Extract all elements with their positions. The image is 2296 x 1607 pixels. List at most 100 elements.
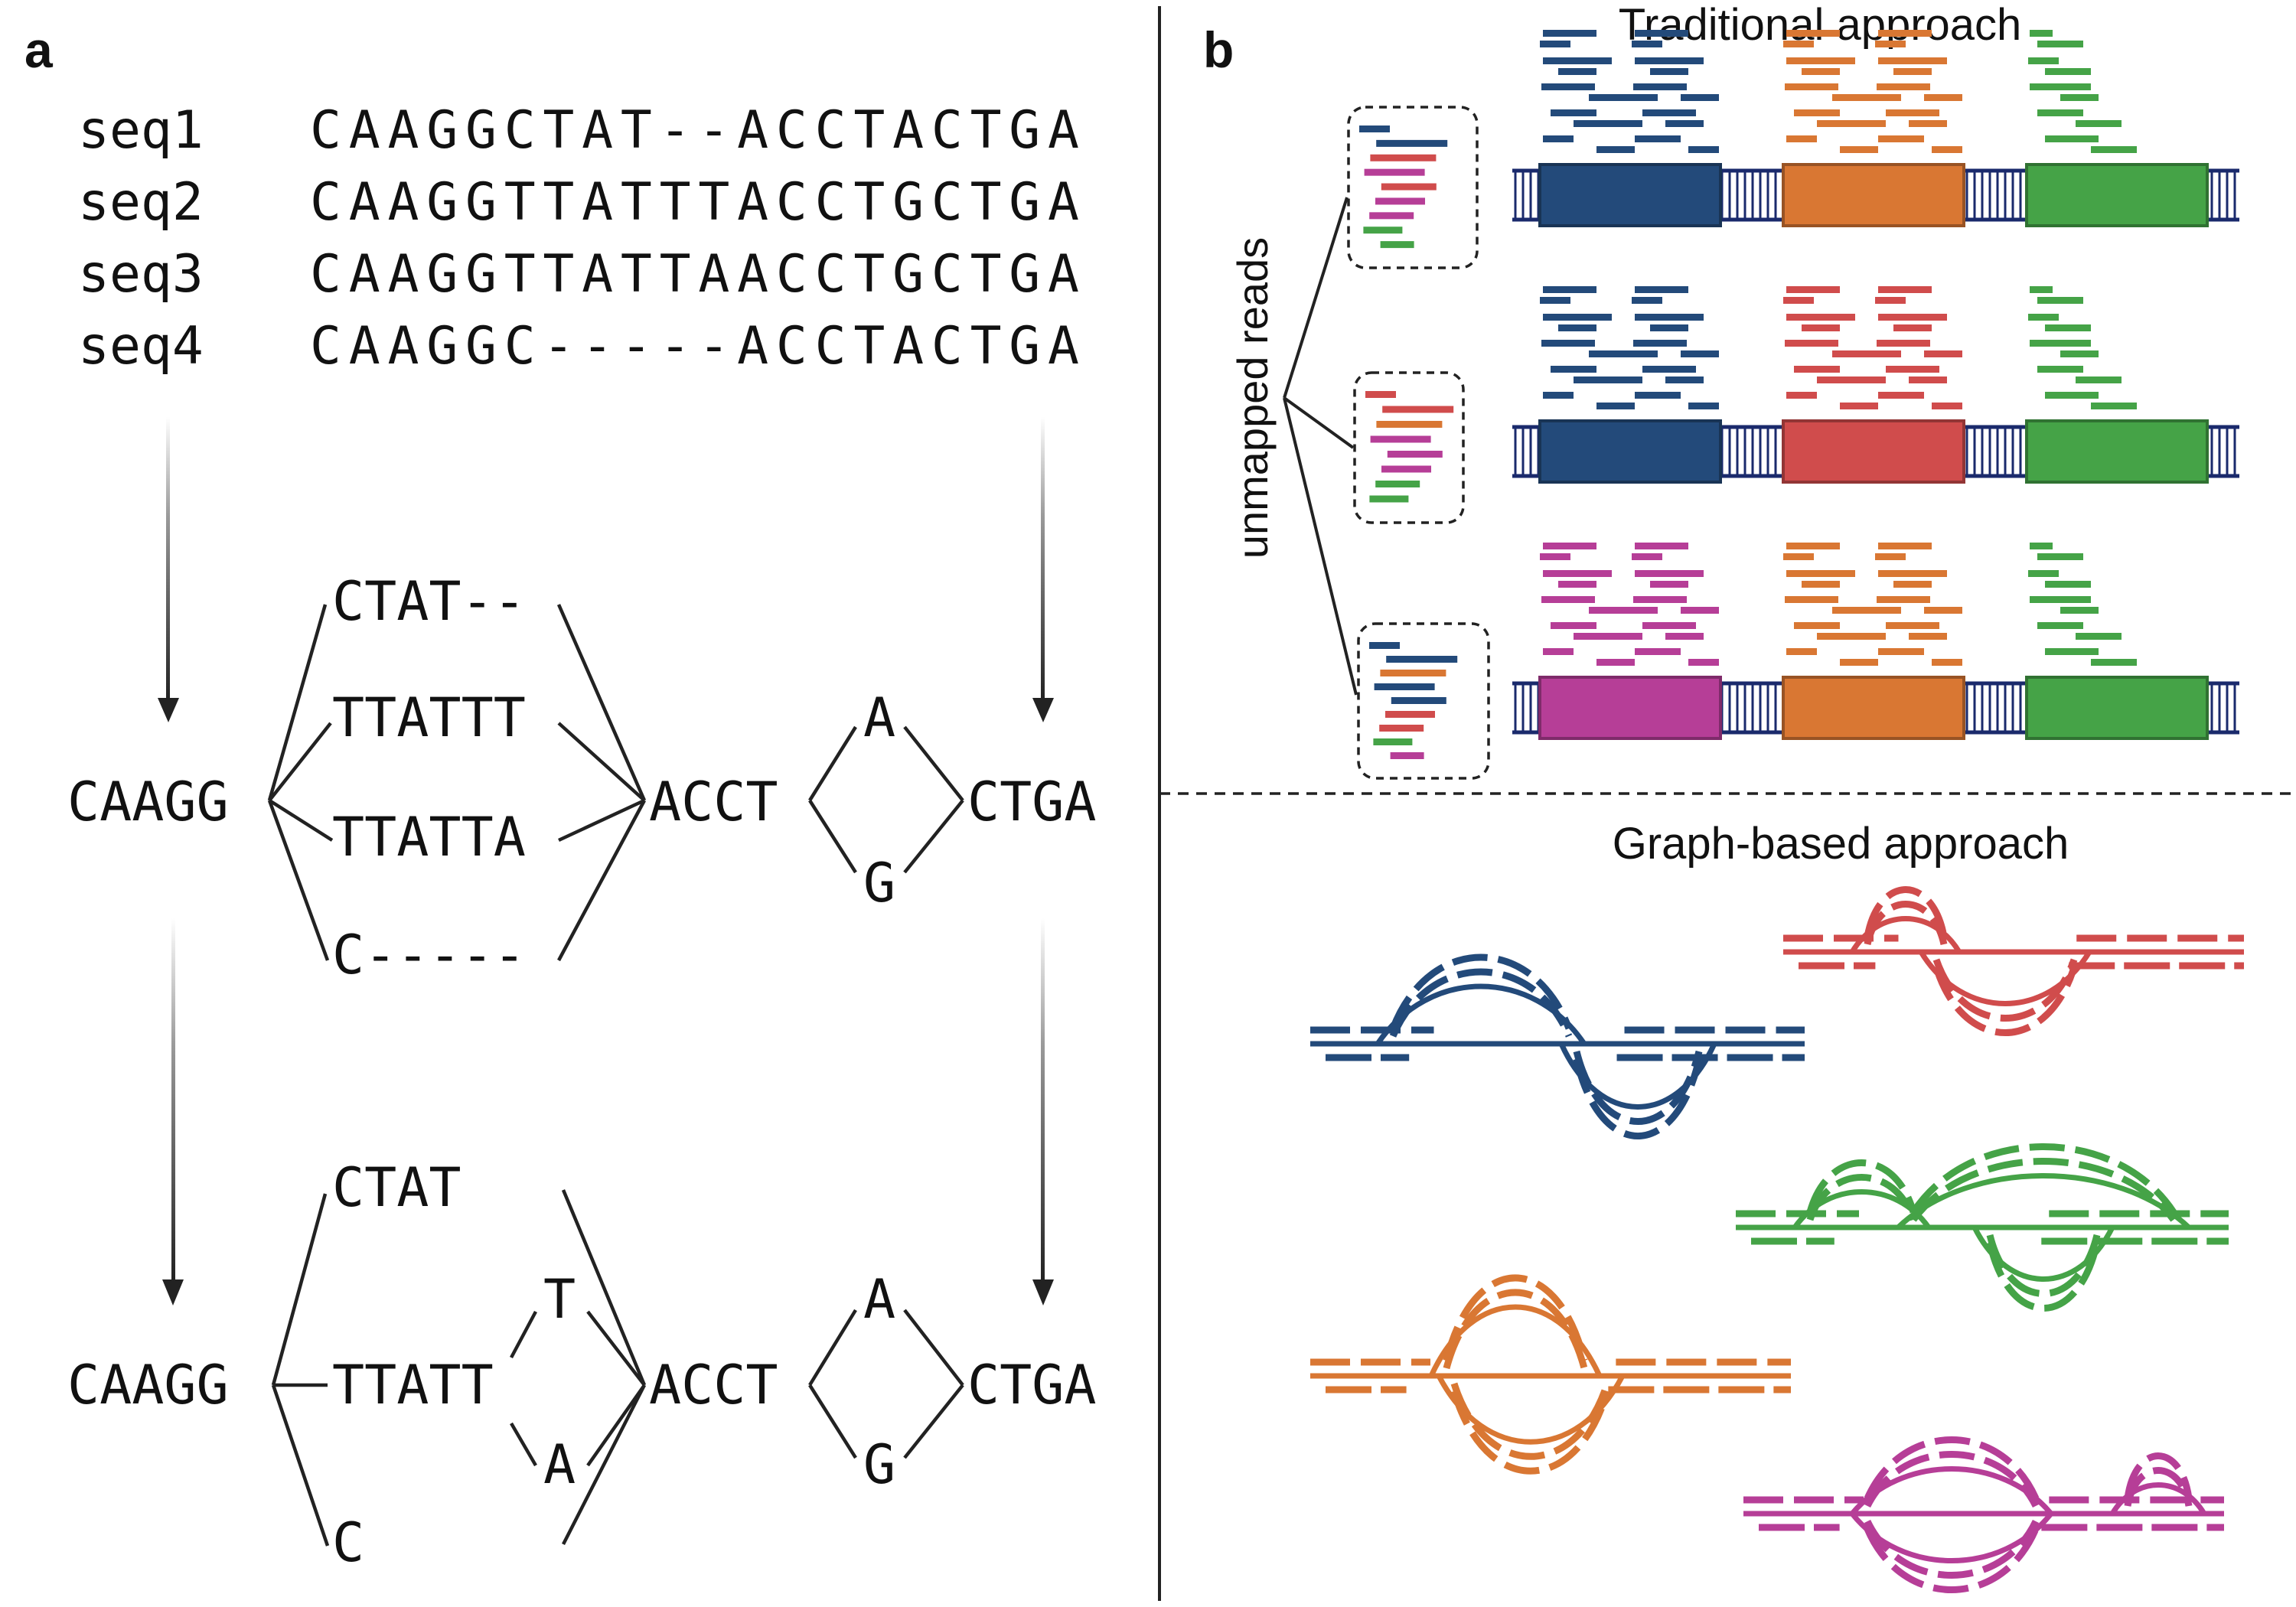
panel-a: a seq1 CAAGGCTAT--ACCTACTGA seq2 CAAGGTT… xyxy=(24,21,1097,1574)
mapped-read xyxy=(1596,403,1635,409)
mapped-read xyxy=(2091,403,2137,409)
gene-block xyxy=(1538,163,1722,227)
bubble-read xyxy=(1986,1234,2101,1297)
variation-graph-1: CAAGG CTAT-- TTATTT TTATTA C----- ACCT A… xyxy=(67,570,1097,986)
mapped-read xyxy=(1681,607,1719,614)
mapped-read xyxy=(1877,596,1930,603)
node-start: CAAGG xyxy=(67,771,229,833)
mapped-read xyxy=(1832,350,1901,357)
mapped-read xyxy=(1635,57,1704,64)
node-branch: TTATTA xyxy=(332,806,526,869)
pangenome-graphs xyxy=(1310,886,2244,1593)
mapped-read xyxy=(1650,324,1688,331)
unmapped-read xyxy=(1380,241,1414,249)
mapped-read xyxy=(1832,94,1901,101)
mapped-read xyxy=(1786,30,1840,37)
mapped-read xyxy=(1551,366,1596,373)
arrows-2 xyxy=(162,918,1054,1305)
arrow-head xyxy=(162,1279,184,1305)
gene-block xyxy=(1782,419,1965,484)
mapped-read xyxy=(1893,324,1932,331)
mapped-read xyxy=(2037,366,2083,373)
node-branch: TTATTT xyxy=(332,686,526,749)
gene-block xyxy=(2025,419,2209,484)
panel-b: b Traditional approach Graph-based appro… xyxy=(1203,0,2244,1593)
unmapped-read xyxy=(1363,227,1403,234)
mapped-read xyxy=(1558,581,1596,588)
mapped-read xyxy=(1642,622,1696,629)
mapped-read xyxy=(1877,83,1930,90)
seq-name: seq4 xyxy=(78,316,204,376)
node-middle: ACCT xyxy=(649,771,778,833)
unmapped-box xyxy=(1357,622,1490,780)
mapped-read xyxy=(1688,659,1719,666)
genome-track xyxy=(1347,30,2239,269)
mapped-read xyxy=(2076,376,2122,383)
graph2-edges xyxy=(271,1189,964,1547)
mapped-read xyxy=(1802,324,1840,331)
mapped-read xyxy=(2030,596,2091,603)
mapped-read xyxy=(2028,314,2059,321)
bubble-read xyxy=(1986,1242,2101,1312)
mapped-read xyxy=(1785,83,1838,90)
bubble-read xyxy=(1864,1436,2040,1500)
mapped-read xyxy=(1650,581,1688,588)
mapped-read xyxy=(1635,543,1688,549)
seq-text: CAAGGTTATTTACCTGCTGA xyxy=(310,172,1079,233)
graph-orange xyxy=(1310,1274,1791,1475)
unmapped-reads-label: unmapped reads xyxy=(1228,237,1277,559)
unmapped-read xyxy=(1390,752,1424,759)
node-variant-g: G xyxy=(863,1433,895,1496)
unmapped-read xyxy=(1376,139,1448,147)
node-sub-t: T xyxy=(543,1268,576,1331)
mapped-read xyxy=(2037,41,2083,47)
mapped-read xyxy=(1886,366,1939,373)
gene-block xyxy=(2025,676,2209,740)
mapped-read xyxy=(1635,314,1704,321)
seq-text: CAAGGCTAT--ACCTACTGA xyxy=(310,100,1079,161)
unmapped-box xyxy=(1353,371,1465,524)
mapped-read xyxy=(1681,94,1719,101)
mapped-read xyxy=(1633,596,1687,603)
mapped-read xyxy=(2076,120,2122,127)
mapped-read xyxy=(1543,392,1574,399)
mapped-read xyxy=(1802,581,1840,588)
node-branch: CTAT-- xyxy=(332,570,526,633)
mapped-read xyxy=(2045,135,2099,142)
mapped-read xyxy=(1877,340,1930,347)
bubble-read xyxy=(1932,958,2078,1022)
gene-block xyxy=(1782,676,1965,740)
node-branch-mid: TTATT xyxy=(332,1354,494,1416)
mapped-read xyxy=(1543,543,1596,549)
mapped-read xyxy=(1543,135,1574,142)
mapped-read xyxy=(2091,659,2137,666)
mapped-read xyxy=(1786,543,1840,549)
bubble-read xyxy=(1932,966,2078,1036)
node-end: CTGA xyxy=(967,771,1097,833)
node-branch-top: CTAT xyxy=(332,1156,461,1219)
mapped-read xyxy=(1589,607,1658,614)
mapped-read xyxy=(1786,314,1855,321)
mapped-read xyxy=(1802,68,1840,75)
mapped-read xyxy=(1596,146,1635,153)
mapped-read xyxy=(1832,607,1901,614)
mapped-read xyxy=(1786,135,1817,142)
node-middle: ACCT xyxy=(649,1354,778,1416)
bubble-read xyxy=(1450,1390,1611,1475)
bubble-read xyxy=(1910,1158,2177,1222)
unmapped-read xyxy=(1386,656,1458,663)
mapped-read xyxy=(1635,30,1688,37)
unmapped-box xyxy=(1347,106,1479,269)
unmapped-connectors xyxy=(1283,197,1358,696)
mapped-read xyxy=(1932,403,1962,409)
mapped-read xyxy=(1551,622,1596,629)
traditional-genomes xyxy=(1347,30,2239,780)
unmapped-read xyxy=(1391,697,1446,704)
mapped-read xyxy=(1924,94,1962,101)
mapped-read xyxy=(1893,581,1932,588)
mapped-read xyxy=(2045,581,2091,588)
gene-block xyxy=(1782,163,1965,227)
mapped-read xyxy=(1783,553,1814,560)
bubble-read xyxy=(1864,1520,2040,1579)
mapped-read xyxy=(2060,607,2099,614)
